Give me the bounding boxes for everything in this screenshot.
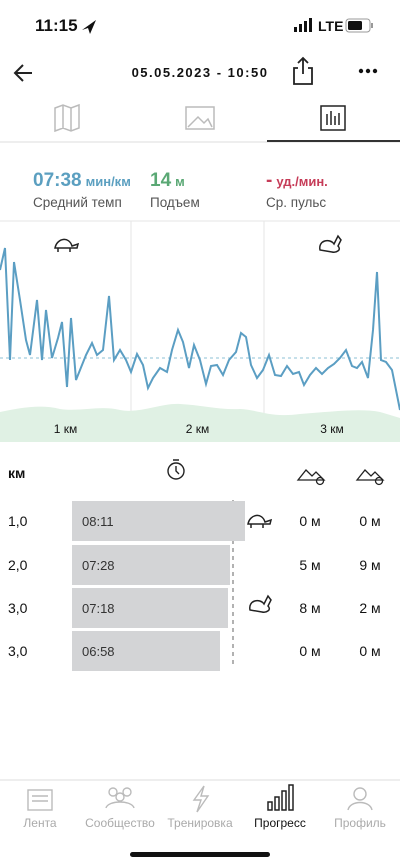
- stats-tab[interactable]: [320, 105, 346, 131]
- row-km: 1,0: [8, 513, 28, 529]
- status-network: LTE: [318, 18, 344, 34]
- stat-label: Подъем: [150, 195, 200, 210]
- map-tab[interactable]: [54, 103, 80, 133]
- stat-unit: мин/км: [85, 174, 131, 189]
- row-pace: 06:58: [82, 644, 115, 659]
- row-km: 2,0: [8, 557, 28, 573]
- table-header: км: [8, 465, 26, 481]
- row-ascent: 8 м: [299, 600, 321, 616]
- status-time: 11:15: [35, 16, 78, 35]
- pace-bar: [72, 501, 245, 541]
- tab-progress[interactable]: Прогресс: [254, 816, 306, 830]
- stat-pace: 07:38 мин/км: [33, 170, 131, 192]
- elevation-area: [0, 403, 400, 442]
- row-ascent: 0 м: [299, 643, 321, 659]
- row-km: 3,0: [8, 600, 28, 616]
- pace-line: [0, 247, 400, 411]
- pace-bar: [72, 631, 220, 671]
- row-pace: 07:18: [82, 601, 115, 616]
- tab-profile[interactable]: Профиль: [334, 816, 386, 830]
- more-icon[interactable]: [358, 68, 378, 74]
- row-km: 3,0: [8, 643, 28, 659]
- row-descent: 0 м: [359, 643, 381, 659]
- row-descent: 2 м: [359, 600, 381, 616]
- stat-value: 14: [150, 170, 172, 191]
- row-ascent: 5 м: [299, 557, 321, 573]
- km-label: 2 км: [185, 422, 210, 436]
- row-pace: 07:28: [82, 558, 115, 573]
- stat-value: -: [266, 170, 273, 191]
- stat-pulse: - уд./мин.: [266, 170, 328, 192]
- km-label: 1 км: [53, 422, 78, 436]
- pace-bar: [72, 588, 228, 628]
- turtle-icon: [54, 238, 80, 252]
- stat-unit: м: [175, 174, 185, 189]
- photo-tab[interactable]: [185, 106, 215, 130]
- tab-workout[interactable]: Тренировка: [167, 816, 233, 830]
- stat-unit: уд./мин.: [276, 174, 328, 189]
- stat-label: Ср. пульс: [266, 195, 327, 210]
- pace-bar: [72, 545, 230, 585]
- tab-feed[interactable]: Лента: [23, 816, 57, 830]
- row-descent: 0 м: [359, 513, 381, 529]
- stat-label: Средний темп: [33, 195, 122, 210]
- km-label: 3 км: [320, 422, 344, 436]
- stat-climb: 14 м: [150, 170, 185, 192]
- row-descent: 9 м: [359, 557, 381, 573]
- share-icon[interactable]: [293, 56, 313, 85]
- tab-community[interactable]: Сообщество: [85, 816, 155, 830]
- rabbit-icon: [319, 234, 342, 253]
- row-pace: 08:11: [82, 514, 114, 529]
- back-icon[interactable]: [13, 64, 32, 82]
- row-ascent: 0 м: [299, 513, 321, 529]
- header-title: 05.05.2023 - 10:50: [131, 65, 269, 80]
- stat-value: 07:38: [33, 170, 82, 191]
